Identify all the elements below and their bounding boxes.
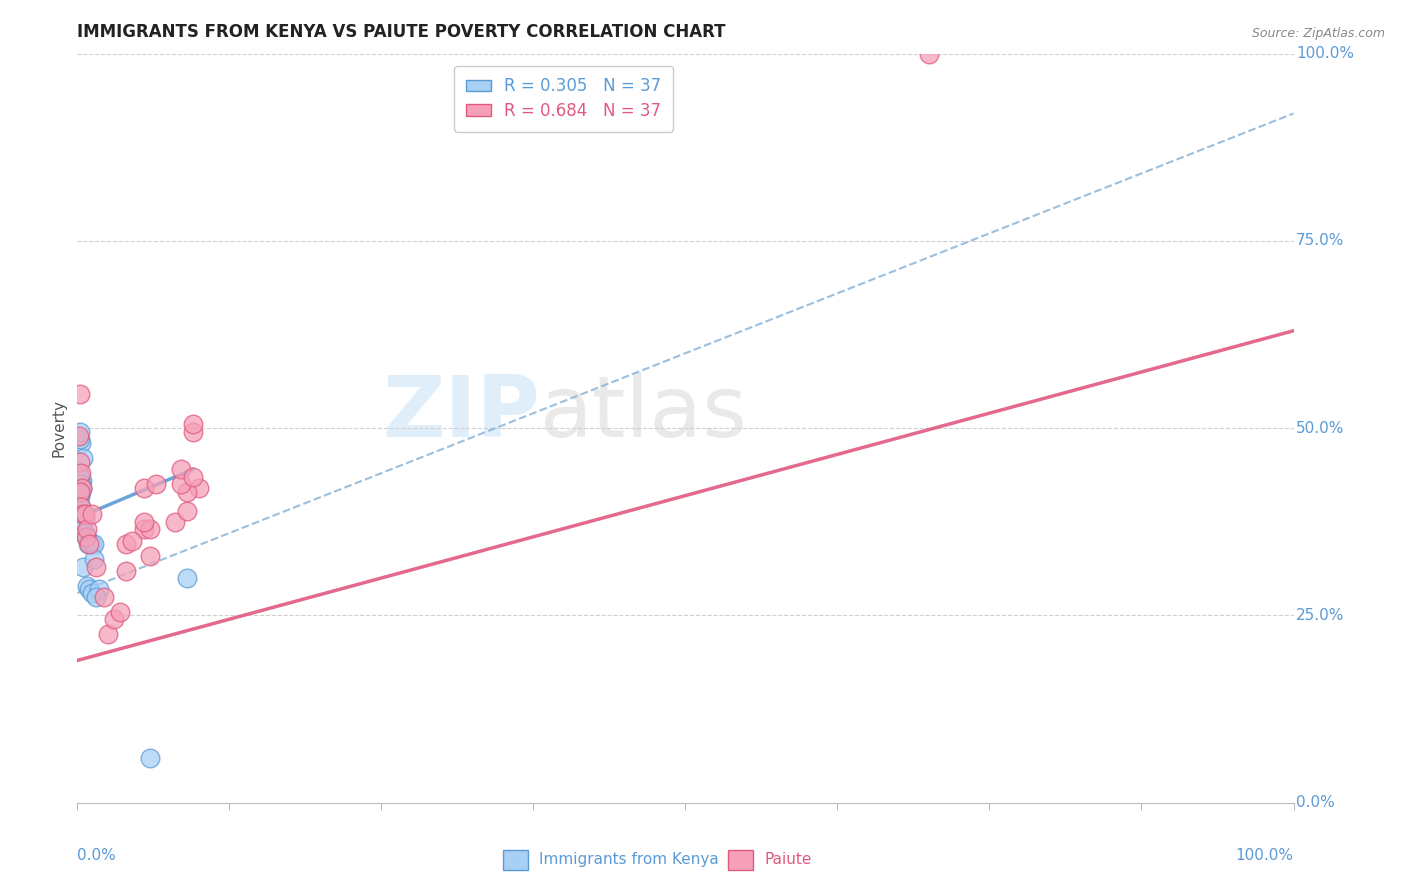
Point [181,470,204,484]
Point [80,508,103,522]
Text: IMMIGRANTS FROM KENYA VS PAIUTE POVERTY CORRELATION CHART: IMMIGRANTS FROM KENYA VS PAIUTE POVERTY … [77,23,725,41]
Point [76,578,98,592]
Text: 0.0%: 0.0% [77,847,117,863]
Point [170,462,193,476]
Point [73,508,96,522]
Point [69,425,91,439]
Point [69,455,91,469]
Point [69,508,91,522]
Point [170,477,193,491]
Text: 100.0%: 100.0% [1296,46,1354,61]
Point [72,451,94,466]
Text: Immigrants from Kenya: Immigrants from Kenya [540,853,718,867]
Point [145,477,167,491]
Point [108,605,131,619]
Point [77,537,100,551]
Point [70,481,93,495]
Point [72,508,94,522]
Point [70,466,93,480]
Point [67,492,90,507]
Point [67,489,90,503]
Point [76,522,98,536]
Point [176,571,198,585]
Point [80,586,103,600]
Point [69,433,91,447]
Point [69,481,91,495]
Point [83,552,105,566]
Point [70,481,93,495]
Point [69,484,91,499]
Point [69,470,91,484]
Point [70,474,93,488]
Point [89,582,111,597]
Text: 25.0%: 25.0% [1296,608,1344,623]
Point [115,537,138,551]
Point [73,511,96,525]
Point [188,481,211,495]
Point [69,515,91,529]
Text: 100.0%: 100.0% [1236,847,1294,863]
Point [70,500,93,514]
Point [134,515,156,529]
Point [70,500,93,514]
Point [139,522,162,536]
Point [121,533,143,548]
Point [134,481,156,495]
Point [163,515,186,529]
Point [176,503,198,517]
Point [79,582,101,597]
Text: ZIP: ZIP [382,372,540,455]
Point [84,590,107,604]
Point [97,627,120,641]
Text: 0.0%: 0.0% [1296,796,1334,810]
Point [69,484,91,499]
Point [72,559,94,574]
Text: Source: ZipAtlas.com: Source: ZipAtlas.com [1251,27,1385,40]
Point [139,549,162,563]
Text: 75.0%: 75.0% [1296,234,1344,248]
Point [115,564,138,578]
Text: 50.0%: 50.0% [1296,421,1344,435]
Legend: R = 0.305   N = 37, R = 0.684   N = 37: R = 0.305 N = 37, R = 0.684 N = 37 [454,66,673,132]
Point [70,522,93,536]
Point [83,537,105,551]
Point [176,484,198,499]
Point [67,466,90,480]
Point [139,751,162,765]
Point [93,590,115,604]
Y-axis label: Poverty: Poverty [51,399,66,458]
Point [181,425,204,439]
Point [69,489,91,503]
Point [918,46,941,61]
Point [103,612,125,626]
Point [69,387,91,401]
Point [84,559,107,574]
Point [70,484,93,499]
Point [67,428,90,442]
Point [73,526,96,541]
Point [67,489,90,503]
Point [79,537,101,551]
Text: atlas: atlas [540,372,748,455]
Point [181,417,204,432]
Point [75,530,97,544]
Point [75,530,97,544]
Point [134,522,156,536]
Point [72,508,94,522]
Text: Paiute: Paiute [765,853,811,867]
Point [70,436,93,450]
Point [80,537,103,551]
Point [70,477,93,491]
Point [76,530,98,544]
